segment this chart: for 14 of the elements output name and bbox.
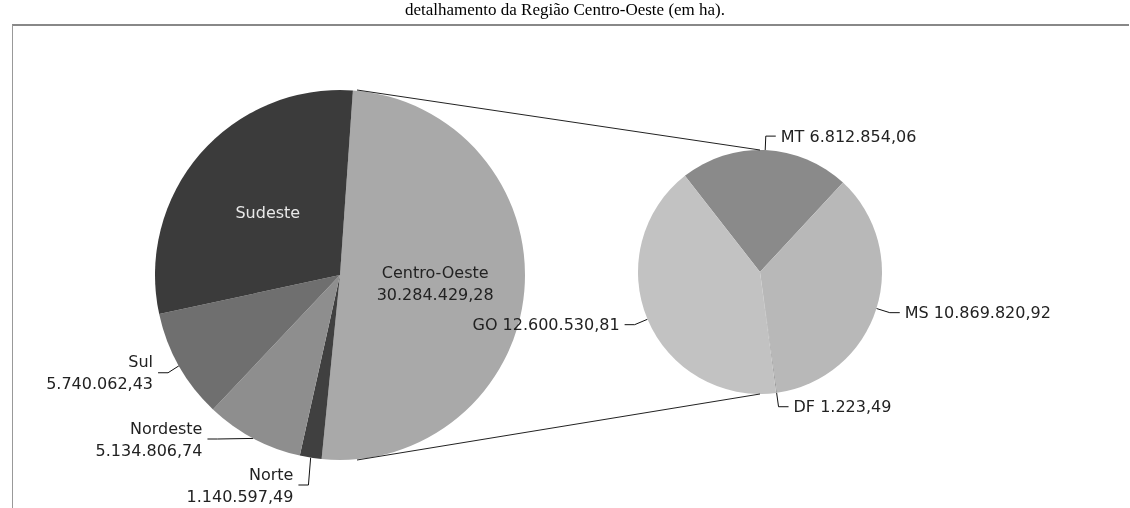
slice-label: Norte [248, 464, 294, 484]
data-label: 5.134.806,74 [95, 440, 203, 460]
data-label: 1.140.597,49 [186, 486, 294, 506]
slice-label: Centro-Oeste [381, 262, 489, 282]
slice-label: GO 12.600.530,81 [472, 315, 620, 335]
data-label: 30.284.429,28 [376, 284, 494, 304]
slice-label: Sul [128, 352, 154, 372]
slice-label: MT 6.812.854,06 [780, 126, 917, 146]
slice-label: MS 10.869.820,92 [904, 303, 1051, 323]
slice-label: DF 1.223,49 [793, 397, 892, 417]
text: detalhamento da Região Centro-Oeste (em ha). [403, 0, 726, 21]
data-label: 5.740.062,43 [46, 374, 154, 394]
slice-label: Sudeste [235, 202, 301, 222]
slice-label: Nordeste [129, 418, 203, 438]
